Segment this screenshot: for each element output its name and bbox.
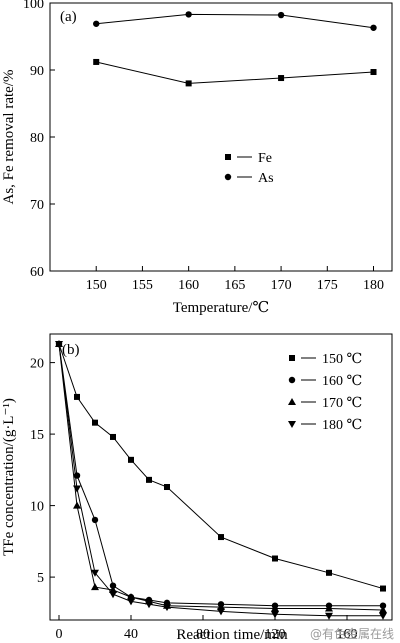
chart-b-legend-marker — [288, 421, 296, 428]
chart-b-x-tick-label: 40 — [124, 627, 138, 642]
chart-b-x-tick-label: 0 — [56, 627, 63, 642]
chart-b-data-point — [109, 591, 117, 599]
chart-a-y-axis-title: As, Fe removal rate/% — [1, 70, 17, 205]
chart-a-data-point — [370, 24, 377, 31]
chart-b-x-tick-label: 160 — [337, 627, 358, 642]
chart-b-data-point — [164, 484, 170, 491]
chart-b-y-tick-label: 10 — [30, 500, 44, 515]
chart-a-y-tick-label: 70 — [30, 198, 44, 213]
chart-a-x-tick-label: 180 — [363, 278, 384, 293]
chart-b-data-point — [379, 602, 387, 609]
chart-b-data-point — [73, 501, 81, 509]
chart-a-x-tick-label: 160 — [178, 278, 199, 293]
chart-b-legend-marker — [288, 398, 296, 405]
chart-b-data-point — [325, 604, 333, 612]
chart-a-y-tick-label: 100 — [23, 0, 44, 12]
chart-b-legend-label: 170 ℃ — [322, 396, 362, 411]
chart-b-x-tick-label: 120 — [265, 627, 286, 642]
chart-a-data-point — [370, 69, 377, 76]
chart-b-legend-label: 160 ℃ — [322, 374, 362, 389]
chart-b-data-point — [91, 583, 99, 591]
chart-a-series-line-1 — [96, 61, 374, 84]
chart-a-y-tick-label: 80 — [30, 131, 44, 146]
chart-b-data-point — [91, 569, 99, 577]
chart-a-legend-marker — [224, 173, 232, 181]
chart-b-data-point — [91, 516, 99, 524]
chart-b-data-point — [379, 612, 387, 620]
chart-b-y-tick-label: 20 — [30, 357, 44, 372]
chart-a-data-point — [277, 11, 285, 19]
chart-b-legend-label: 180 ℃ — [322, 418, 362, 433]
chart-b-data-point — [217, 603, 225, 611]
chart-a-data-point — [93, 20, 100, 27]
chart-b-legend-marker — [289, 355, 295, 361]
chart-a-data-point — [185, 80, 192, 87]
chart-a-x-axis-title: Temperature/℃ — [173, 300, 270, 316]
chart-b-data-point — [326, 569, 332, 576]
chart-b-x-axis-title: Reaction time/min — [176, 627, 288, 643]
chart-a: 150 155 160 165 170 175 180 60 70 80 90 100 Fe As (… — [1, 0, 393, 316]
chart-b-data-point — [380, 585, 386, 592]
chart-a-x-tick-label: 175 — [317, 278, 338, 293]
chart-a-legend-label: Fe — [258, 151, 272, 166]
chart-b-data-point — [127, 593, 135, 601]
chart-a-x-tick-label: 155 — [132, 278, 153, 293]
chart-a-frame — [49, 2, 393, 272]
chart-a-y-tick-label: 60 — [30, 265, 44, 280]
chart-b-panel-label: (b) — [62, 342, 80, 358]
chart-b-data-point — [74, 393, 80, 400]
chart-b-data-point — [218, 534, 224, 541]
chart-a-data-point — [185, 11, 192, 18]
chart-b-legend-label: 150 ℃ — [322, 352, 362, 367]
chart-b-data-point — [217, 608, 225, 616]
chart-b-data-point — [379, 605, 387, 613]
chart-b-data-point — [92, 419, 98, 426]
chart-a-x-tick-label: 170 — [271, 278, 292, 293]
chart-a-legend-label: As — [258, 171, 274, 186]
watermark-text: @有色金属在线 — [310, 626, 394, 641]
chart-b-y-tick-label: 5 — [37, 571, 44, 586]
chart-a-panel-label: (a) — [60, 9, 77, 25]
chart-b-data-point — [272, 555, 278, 562]
chart-b-data-point — [73, 485, 81, 493]
chart-a-x-tick-label: 165 — [224, 278, 245, 293]
chart-b-data-point — [110, 433, 116, 440]
chart-a-data-point — [93, 58, 100, 65]
chart-a-series-line-2 — [96, 13, 374, 29]
chart-a-x-tick-label: 150 — [86, 278, 107, 293]
chart-b-data-point — [55, 341, 63, 349]
chart-a-y-tick-label: 90 — [30, 64, 44, 79]
chart-b-data-point — [127, 598, 135, 606]
chart-b-data-point — [163, 604, 171, 612]
chart-b-frame — [49, 333, 393, 621]
chart-a-legend-marker — [225, 154, 231, 160]
chart-b-y-tick-label: 15 — [30, 428, 44, 443]
chart-b-data-point — [109, 582, 117, 589]
chart-b-x-tick-label: 80 — [196, 627, 210, 642]
chart-b-data-point — [271, 611, 279, 619]
chart-b-data-point — [325, 612, 333, 620]
chart-b-data-point — [271, 604, 279, 612]
chart-b-legend-marker — [288, 376, 296, 384]
chart-a-data-point — [278, 75, 285, 82]
chart-b-data-point — [128, 456, 134, 463]
chart-b-y-axis-title: TFe concentration/(g·L⁻¹) — [1, 398, 17, 556]
chart-b-data-point — [145, 601, 153, 609]
chart-b: 0 40 80 120 160 5 10 15 20 150 ℃ 160 ℃ 170 ℃ 180 ℃… — [1, 333, 393, 643]
chart-b-data-point — [146, 476, 152, 483]
